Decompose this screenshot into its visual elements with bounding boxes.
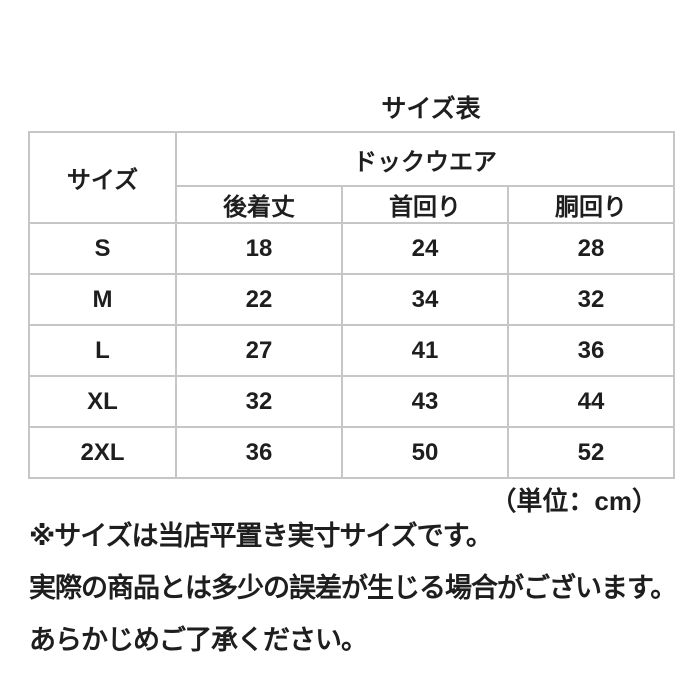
unit-note: （単位：cm） <box>490 486 658 516</box>
value-cell: 32 <box>175 375 343 428</box>
value-cell: 18 <box>175 222 343 275</box>
page-title: サイズ表 <box>381 95 481 123</box>
table-row-2xl: 2XL 36 50 52 <box>28 426 676 479</box>
notes-block: ※サイズは当店平置き実寸サイズです。 実際の商品とは多少の誤差が生じる場合がござ… <box>29 510 677 666</box>
value-cell: 24 <box>341 222 509 275</box>
note-line-understanding: あらかじめご了承ください。 <box>29 625 368 655</box>
value-cell: 43 <box>341 375 509 428</box>
table-row-xl: XL 32 43 44 <box>28 375 676 428</box>
value-cell: 50 <box>341 426 509 479</box>
column-header-chest-girth: 胴回り <box>506 185 676 224</box>
value-cell: 22 <box>175 273 343 326</box>
table-row-l: L 27 41 36 <box>28 324 676 377</box>
value-cell: 34 <box>341 273 509 326</box>
size-cell: 2XL <box>28 426 177 479</box>
size-cell: S <box>28 222 177 275</box>
size-cell: L <box>28 324 177 377</box>
column-header-back-length: 後着丈 <box>175 185 343 224</box>
table-header-row-group: サイズ ドックウエア <box>28 131 676 224</box>
column-header-neck-girth: 首回り <box>341 185 509 224</box>
size-table: サイズ ドックウエア 後着丈 首回り 胴回り S 18 24 28 M 22 3… <box>28 131 676 479</box>
group-header-cell: ドックウエア <box>174 131 676 187</box>
value-cell: 36 <box>175 426 343 479</box>
value-cell: 28 <box>506 222 676 275</box>
table-row-s: S 18 24 28 <box>28 222 676 275</box>
table-header-row-columns: 後着丈 首回り 胴回り <box>29 185 676 224</box>
note-line-measurement: ※サイズは当店平置き実寸サイズです。 <box>29 521 493 551</box>
size-cell: XL <box>28 375 177 428</box>
note-line-tolerance: 実際の商品とは多少の誤差が生じる場合がございます。 <box>29 573 677 603</box>
value-cell: 27 <box>175 324 343 377</box>
size-cell: M <box>28 273 177 326</box>
corner-header-cell: サイズ <box>28 131 177 224</box>
value-cell: 52 <box>506 426 676 479</box>
table-row-m: M 22 34 32 <box>28 273 676 326</box>
value-cell: 44 <box>506 375 676 428</box>
value-cell: 32 <box>506 273 676 326</box>
value-cell: 41 <box>341 324 509 377</box>
value-cell: 36 <box>506 324 676 377</box>
